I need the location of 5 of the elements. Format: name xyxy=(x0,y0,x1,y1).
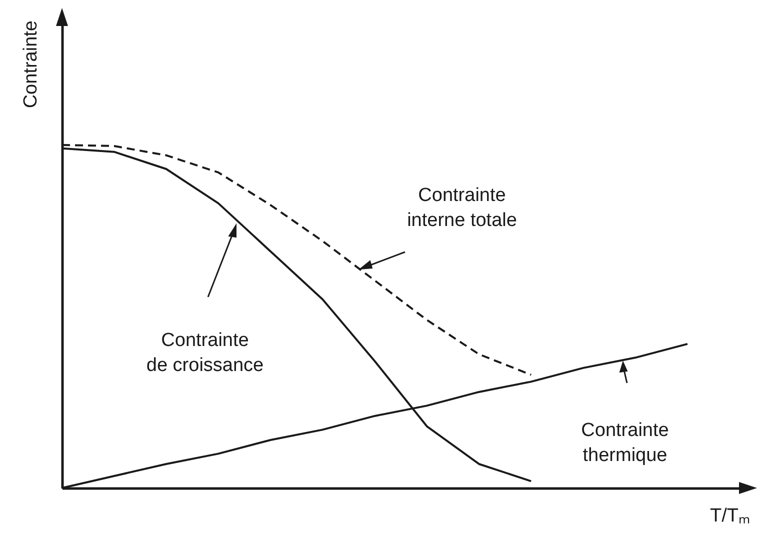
y-axis-title: Contrainte xyxy=(20,20,42,108)
annotation: Contrainte interne totale xyxy=(407,185,517,231)
annotation: Contrainte de croissance xyxy=(146,330,264,376)
annotation: Contrainte thermique xyxy=(581,420,669,466)
x-axis-title: T/Tₘ xyxy=(710,506,750,526)
